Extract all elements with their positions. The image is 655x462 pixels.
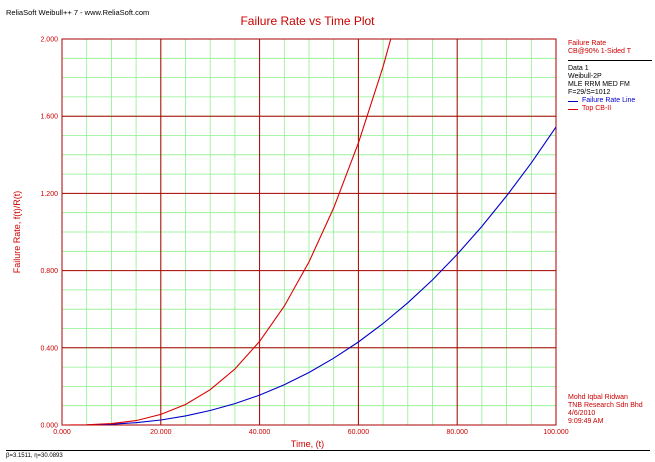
x-axis-label: Time, (t) — [290, 439, 325, 449]
legend-entry-label: Failure Rate Line — [582, 97, 636, 104]
author-info: Mohd Iqbal Ridwan TNB Research Sdn Bhd 4… — [568, 394, 643, 426]
legend-title-line: CB@90% 1-Sided T — [568, 48, 632, 55]
x-tick-labels: 0.000 20.000 40.000 60.000 80.000 100.000 — [53, 429, 569, 436]
y-tick-label: 2.000 — [40, 37, 58, 44]
legend-data-line: Data 1 — [568, 65, 589, 72]
chart-title: Failure Rate vs Time Plot — [240, 14, 375, 28]
legend-data-line: Weibull-2P — [568, 73, 602, 80]
app-brand-text: ReliaSoft Weibull++ 7 - www.ReliaSoft.co… — [6, 8, 150, 17]
series-line-top-cb-ii — [62, 39, 392, 425]
author-line: 9:09:49 AM — [568, 418, 604, 425]
legend-title-line: Failure Rate — [568, 40, 607, 47]
legend-data-line: F=29/S=1012 — [568, 89, 611, 96]
legend-entry-failure-rate: Failure Rate Line — [568, 97, 652, 105]
x-tick-label: 40.000 — [249, 429, 271, 436]
legend-swatch-blue — [568, 100, 578, 102]
footer-params: β=3.1511, η=30.0893 — [6, 453, 63, 459]
y-tick-label: 0.400 — [40, 345, 58, 352]
x-tick-label: 60.000 — [348, 429, 370, 436]
x-tick-label: 0.000 — [53, 429, 71, 436]
y-tick-label: 1.200 — [40, 191, 58, 198]
y-tick-label: 0.800 — [40, 268, 58, 275]
author-line: Mohd Iqbal Ridwan — [568, 394, 628, 401]
legend-entry-top-cb: Top CB-II — [568, 105, 652, 113]
x-tick-label: 80.000 — [446, 429, 468, 436]
legend-data-line: MLE RRM MED FM — [568, 81, 630, 88]
legend-separator — [568, 60, 652, 61]
plot-frame — [61, 38, 557, 426]
y-tick-label: 1.600 — [40, 114, 58, 121]
author-line: TNB Research Sdn Bhd — [568, 402, 643, 409]
legend-swatch-red — [568, 108, 578, 110]
y-tick-label: 0.000 — [40, 423, 58, 430]
legend-entry-label: Top CB-II — [582, 105, 612, 112]
series-line-failure-rate-line — [62, 126, 556, 425]
y-tick-labels: 0.000 0.400 0.800 1.200 1.600 2.000 — [40, 37, 58, 430]
series-lines — [62, 39, 556, 425]
footer-divider — [6, 450, 650, 451]
legend: Failure Rate CB@90% 1-Sided T Data 1 Wei… — [568, 40, 652, 113]
x-tick-label: 20.000 — [150, 429, 172, 436]
minor-grid — [61, 38, 557, 426]
author-line: 4/6/2010 — [568, 410, 596, 417]
x-tick-label: 100.000 — [543, 429, 568, 436]
major-grid — [61, 38, 557, 426]
